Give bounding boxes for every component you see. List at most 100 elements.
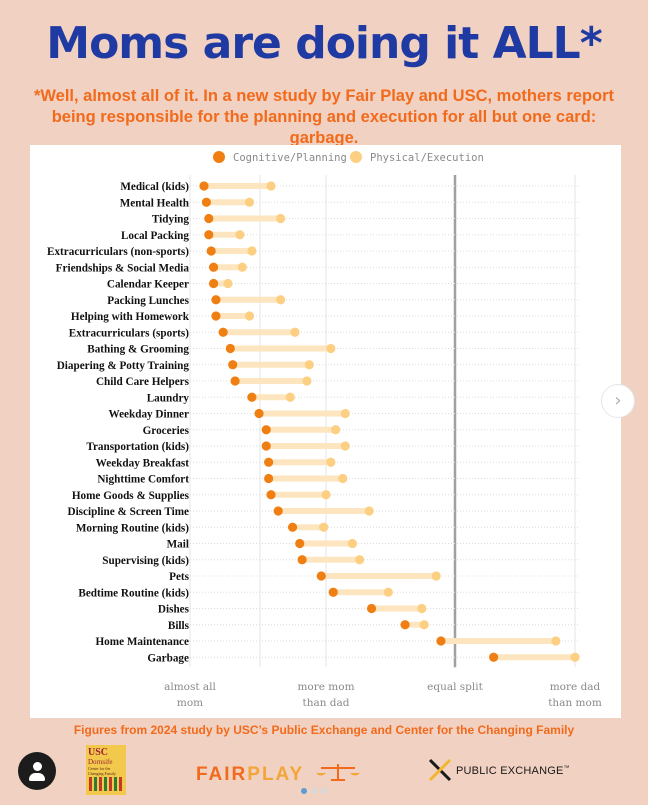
physical-point	[364, 506, 374, 516]
cognitive-point	[199, 181, 209, 191]
page-title: Moms are doing it ALL*	[46, 18, 602, 69]
fair-play-logo: FAIRPLAY	[196, 764, 305, 785]
cognitive-point	[264, 473, 274, 484]
physical-point	[417, 603, 427, 614]
category-label: Medical (kids)	[120, 181, 189, 193]
cognitive-point	[316, 571, 326, 581]
chart-card: Cognitive/Planning Physical/Execution Me…	[30, 145, 621, 718]
carousel-dot[interactable]	[321, 788, 327, 794]
cognitive-point	[228, 360, 238, 370]
public-exchange-logo: PUBLIC EXCHANGE™	[456, 765, 570, 777]
physical-point	[235, 230, 245, 240]
physical-point	[302, 376, 312, 386]
physical-point	[223, 278, 233, 289]
category-label: Supervising (kids)	[102, 555, 189, 567]
physical-point	[354, 555, 365, 565]
cognitive-point	[287, 522, 298, 532]
physical-point	[383, 587, 393, 597]
category-label: Mail	[167, 539, 189, 551]
cognitive-point	[254, 408, 264, 419]
physical-point	[551, 636, 561, 646]
legend-label-physical: Physical/Execution	[370, 152, 484, 164]
physical-point	[266, 181, 276, 191]
x-tick-label: almost all	[164, 681, 216, 693]
category-label: Dishes	[158, 604, 190, 616]
physical-point	[347, 538, 357, 549]
category-label: Bills	[168, 620, 190, 632]
x-tick-label: equal split	[427, 681, 483, 693]
legend-swatch-physical	[350, 151, 362, 163]
cognitive-point	[328, 587, 338, 597]
cognitive-point	[297, 555, 307, 565]
category-label: Home Maintenance	[95, 636, 189, 648]
physical-point	[326, 457, 336, 467]
physical-point	[338, 473, 348, 484]
cognitive-point	[225, 343, 235, 354]
cognitive-point	[208, 278, 219, 289]
category-label: Mental Health	[120, 197, 190, 209]
category-label: Tidying	[152, 214, 190, 226]
category-label: Laundry	[147, 392, 190, 404]
physical-point	[304, 360, 314, 370]
category-label: Friendships & Social Media	[56, 262, 190, 274]
cognitive-point	[201, 197, 211, 207]
cognitive-point	[261, 441, 271, 451]
dumbbell-chart: Cognitive/Planning Physical/Execution Me…	[47, 151, 602, 709]
category-label: Morning Routine (kids)	[76, 522, 189, 534]
category-label: Local Packing	[121, 230, 189, 242]
physical-point	[340, 408, 350, 419]
physical-point	[275, 295, 286, 305]
x-tick-label: mom	[177, 697, 203, 709]
chevron-right-icon: ›	[614, 390, 622, 411]
carousel-dot[interactable]	[301, 788, 307, 794]
x-axis-ticks: almost all mom more mom than dad equal split…	[164, 681, 602, 709]
physical-point	[275, 213, 286, 224]
carousel-dot[interactable]	[311, 788, 317, 794]
category-label: Diapering & Potty Training	[57, 360, 190, 372]
physical-point	[431, 571, 441, 581]
category-label: Groceries	[143, 425, 190, 437]
physical-point	[237, 262, 247, 272]
cognitive-point	[400, 620, 410, 630]
physical-point	[247, 246, 257, 256]
physical-point	[419, 620, 429, 630]
x-tick-label: than mom	[548, 697, 602, 709]
physical-point	[319, 522, 329, 532]
cognitive-point	[204, 230, 214, 240]
next-slide-button[interactable]: ›	[601, 384, 635, 418]
gridlines	[189, 175, 578, 668]
public-exchange-icon	[428, 758, 452, 782]
physical-point	[326, 343, 336, 354]
category-label: Extracurriculars (non-sports)	[47, 246, 189, 258]
cognitive-point	[261, 425, 271, 435]
category-label: Home Goods & Supplies	[72, 490, 190, 502]
cognitive-point	[273, 506, 283, 516]
category-label: Bathing & Grooming	[87, 344, 189, 356]
category-label: Helping with Homework	[71, 311, 190, 323]
profile-avatar-button[interactable]	[18, 752, 56, 790]
cognitive-point	[366, 603, 377, 614]
cognitive-point	[489, 652, 499, 662]
carousel-dots	[301, 779, 331, 798]
legend-label-cognitive: Cognitive/Planning	[233, 152, 347, 164]
cognitive-point	[264, 457, 274, 467]
cognitive-point	[436, 636, 446, 646]
category-label: Pets	[169, 571, 190, 583]
category-label: Calendar Keeper	[107, 279, 189, 291]
category-label: Garbage	[147, 652, 189, 664]
physical-point	[331, 425, 341, 435]
page-subtitle: *Well, almost all of it. In a new study …	[33, 87, 615, 147]
user-icon	[33, 762, 42, 771]
physical-point	[340, 441, 350, 451]
physical-point	[290, 327, 300, 337]
cognitive-point	[230, 376, 240, 386]
category-label: Packing Lunches	[107, 295, 189, 307]
category-label: Child Care Helpers	[96, 376, 190, 388]
x-tick-label: more mom	[297, 681, 354, 693]
usc-dornsife-logo: USC Dornsife Center for the Changing Fam…	[86, 745, 126, 795]
cognitive-point	[266, 490, 276, 500]
chart-rows: Medical (kids) Mental Health Tidying Local …	[47, 181, 580, 664]
physical-point	[244, 197, 255, 207]
category-label: Weekday Dinner	[109, 409, 190, 421]
legend-swatch-cognitive	[213, 151, 225, 163]
